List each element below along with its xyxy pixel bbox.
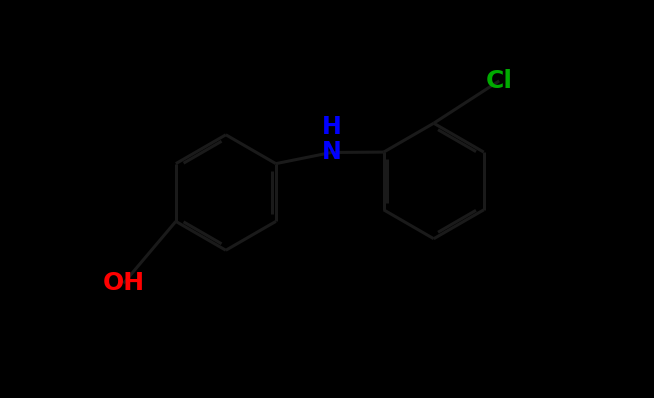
Text: H: H bbox=[322, 115, 341, 139]
Text: Cl: Cl bbox=[486, 69, 513, 93]
Text: OH: OH bbox=[103, 271, 145, 295]
Text: N: N bbox=[322, 140, 341, 164]
